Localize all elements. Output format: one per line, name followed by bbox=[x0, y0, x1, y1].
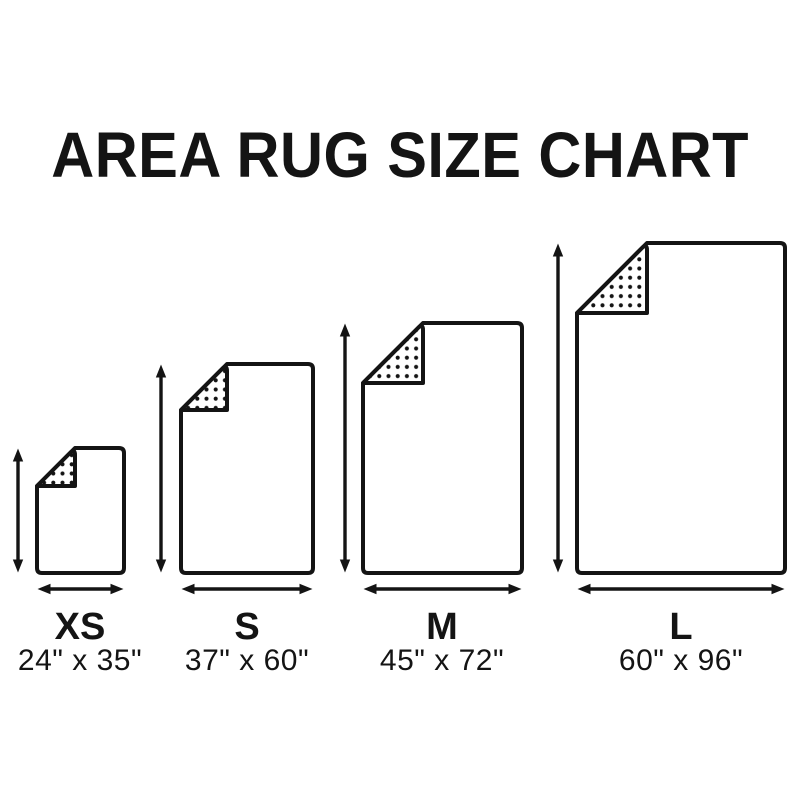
size-label: M bbox=[426, 606, 458, 648]
height-dimension-arrow bbox=[9, 448, 27, 573]
size-dimensions: 24" x 35" bbox=[17, 644, 143, 677]
page-title: AREA RUG SIZE CHART bbox=[0, 118, 800, 192]
width-dimension-arrow bbox=[577, 580, 785, 598]
size-label: L bbox=[669, 606, 693, 648]
height-dimension-arrow bbox=[152, 364, 170, 573]
size-dimensions: 60" x 96" bbox=[618, 644, 744, 677]
size-label: XS bbox=[54, 606, 106, 648]
width-dimension-arrow bbox=[37, 580, 124, 598]
page-title-text: AREA RUG SIZE CHART bbox=[51, 119, 749, 191]
width-dimension-arrow bbox=[363, 580, 522, 598]
size-label: S bbox=[234, 606, 260, 648]
size-dimensions: 45" x 72" bbox=[379, 644, 505, 677]
size-dimensions: 37" x 60" bbox=[184, 644, 310, 677]
height-dimension-arrow bbox=[549, 243, 567, 573]
rug-illustration bbox=[175, 358, 319, 579]
height-dimension-arrow bbox=[336, 323, 354, 573]
rug-illustration bbox=[357, 317, 528, 579]
width-dimension-arrow bbox=[181, 580, 313, 598]
rug-illustration bbox=[571, 237, 791, 579]
rug-illustration bbox=[31, 442, 130, 579]
